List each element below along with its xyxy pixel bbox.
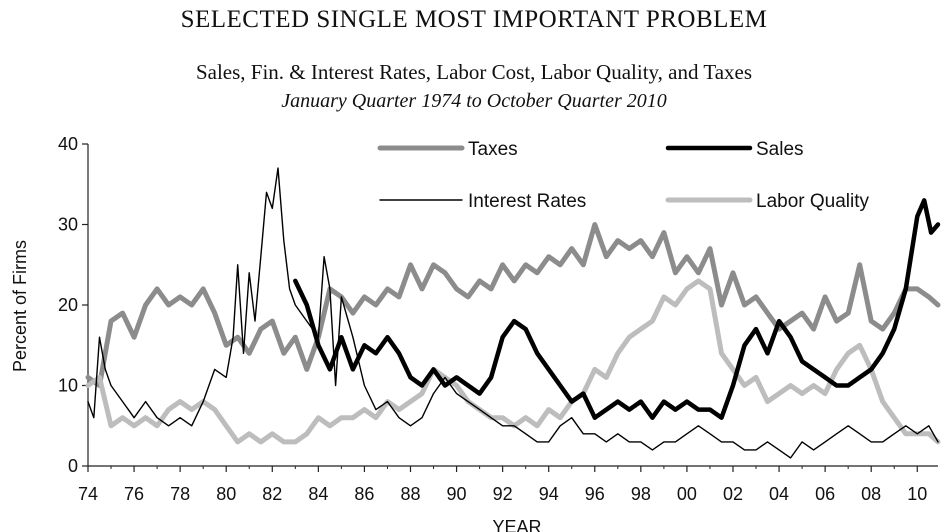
x-tick-label: 84 [308,484,328,504]
legend-label-sales: Sales [756,139,804,160]
chart-legend: Taxes Sales Interest Rates Labor Quality [377,139,870,212]
x-axis-label: YEAR [492,517,541,532]
x-tick-label: 06 [815,484,835,504]
chart-title: SELECTED SINGLE MOST IMPORTANT PROBLEM [180,6,768,33]
y-axis-label: Percent of Firms [10,240,30,372]
y-tick-label: 30 [58,215,78,235]
y-tick-label: 40 [58,134,78,154]
x-tick-label: 90 [447,484,467,504]
series-line-taxes [85,222,941,388]
x-tick-label: 00 [677,484,697,504]
legend-label-taxes: Taxes [468,139,518,160]
y-tick-label: 10 [58,376,78,396]
x-tick-label: 76 [124,484,144,504]
x-tick-label: 82 [262,484,282,504]
legend-label-interest-rates: Interest Rates [468,191,586,212]
x-tick-label: 96 [585,484,605,504]
x-tick-label: 02 [723,484,743,504]
chart-series [85,167,941,459]
x-tick-label: 08 [861,484,881,504]
series-line-interest-rates [87,167,939,459]
x-tick-label: 94 [539,484,559,504]
x-tick-label: 10 [907,484,927,504]
x-tick-label: 80 [216,484,236,504]
x-tick-label: 92 [493,484,513,504]
x-tick-label: 04 [769,484,789,504]
series-line-labor-quality [85,278,941,445]
x-tick-label: 86 [354,484,374,504]
y-tick-label: 0 [68,456,78,476]
chart-subtitle: Sales, Fin. & Interest Rates, Labor Cost… [195,60,753,84]
x-tick-label: 98 [631,484,651,504]
chart-period: January Quarter 1974 to October Quarter … [281,90,667,112]
y-tick-label: 20 [58,295,78,315]
x-tick-label: 88 [400,484,420,504]
x-tick-label: 78 [170,484,190,504]
chart-axes: 0 10 20 30 40 74 76 78 80 82 84 86 88 90 92 94 96 98 00 02 0… [58,134,938,504]
series-line-sales [293,198,941,420]
legend-label-labor-quality: Labor Quality [756,191,870,212]
x-tick-label: 74 [78,484,98,504]
